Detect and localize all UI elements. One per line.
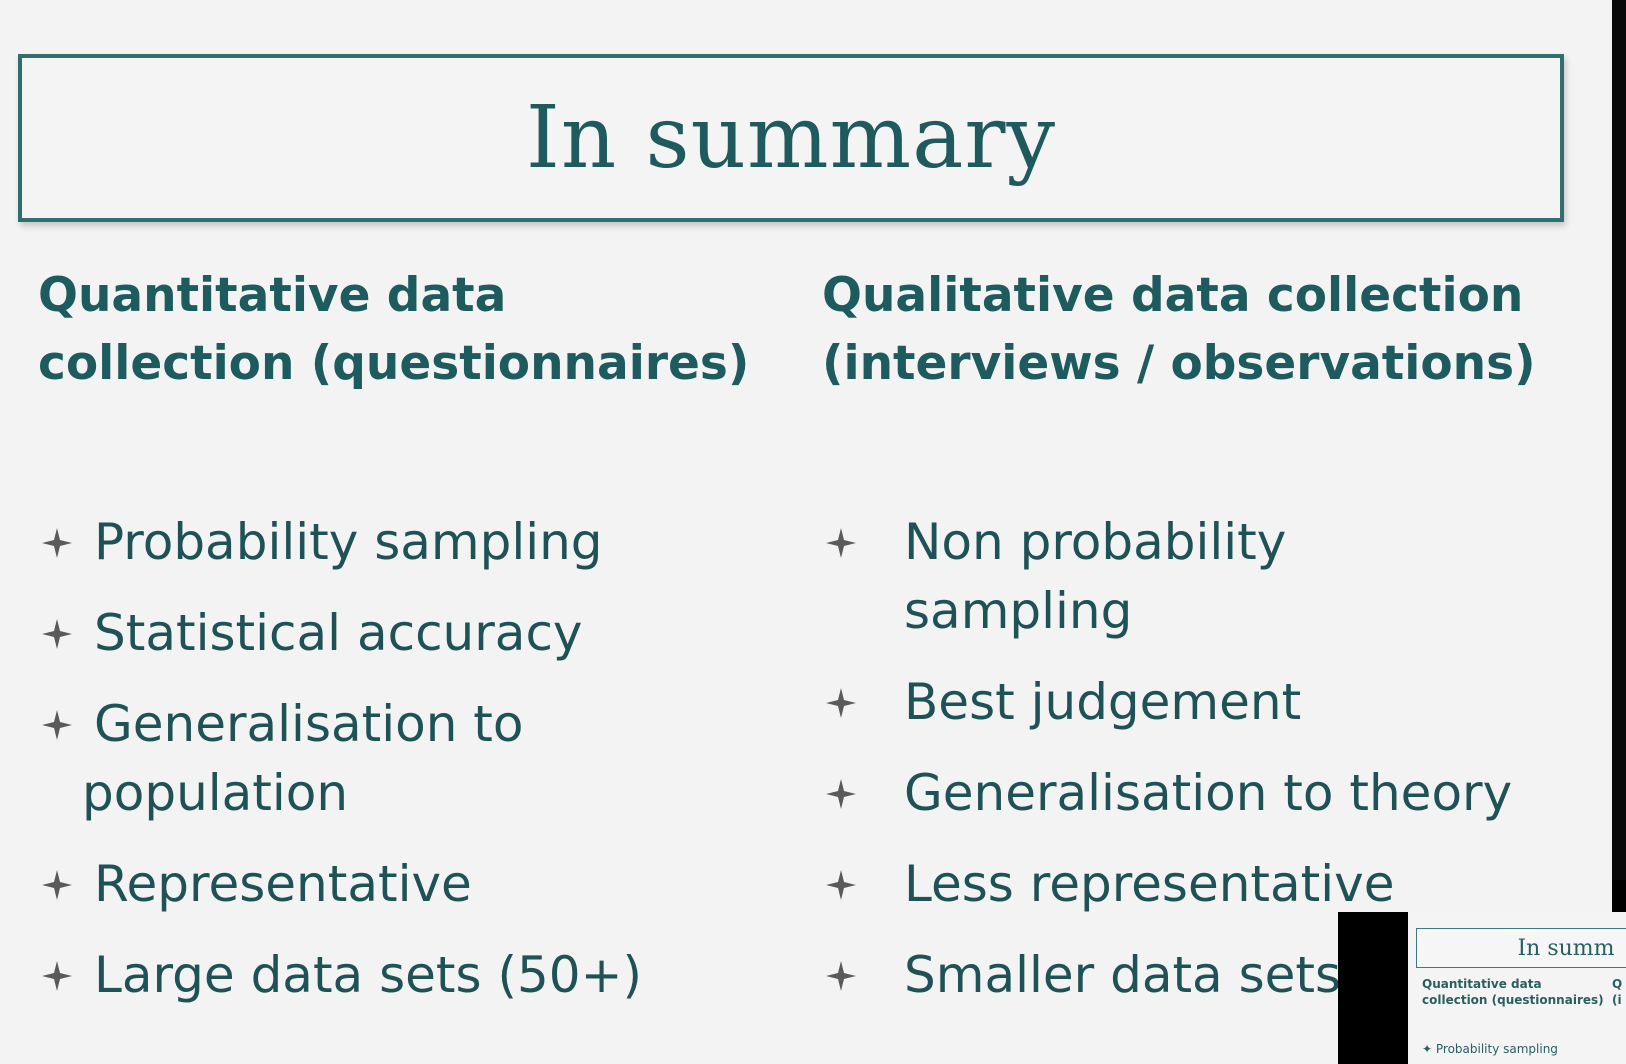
right-heading-line1: Qualitative data collection xyxy=(822,268,1524,323)
thumbnail-heading-left-line2: collection (questionnaires) xyxy=(1422,993,1604,1007)
four-point-star-icon xyxy=(826,688,856,718)
bullet-text: Non probability xyxy=(904,513,1287,571)
four-point-star-icon xyxy=(42,710,72,740)
list-item: Best judgement xyxy=(822,668,1562,737)
left-heading-line1: Quantitative data xyxy=(38,268,507,323)
thumbnail-heading-right: Q (i xyxy=(1612,976,1622,1008)
slide-title: In summary xyxy=(525,88,1057,188)
four-point-star-icon xyxy=(42,870,72,900)
four-point-star-icon xyxy=(42,961,72,991)
bullet-text: Generalisation to xyxy=(94,695,524,753)
bullet-text-continued: sampling xyxy=(904,582,1133,640)
list-item: Generalisation to theory xyxy=(822,759,1562,828)
right-heading-line2: (interviews / observations) xyxy=(822,336,1536,391)
bullet-text: Probability sampling xyxy=(94,513,603,571)
bullet-text: Statistical accuracy xyxy=(94,604,583,662)
right-column-heading: Qualitative data collection (interviews … xyxy=(822,262,1582,398)
bullet-text: Large data sets (50+) xyxy=(94,946,642,1004)
bullet-text: Best judgement xyxy=(904,673,1302,731)
thumbnail-heading-right-line2: (i xyxy=(1612,993,1622,1007)
right-edge-bar xyxy=(1612,0,1626,1064)
list-item: Less representative xyxy=(822,850,1562,919)
left-bullet-list: Probability sampling Statistical accurac… xyxy=(38,508,758,1032)
four-point-star-icon xyxy=(42,619,72,649)
left-column-heading: Quantitative data collection (questionna… xyxy=(38,262,798,398)
right-bullet-list: Non probability sampling Best judgement … xyxy=(822,508,1562,1032)
bullet-text: Generalisation to theory xyxy=(904,764,1513,822)
list-item: Smaller data sets xyxy=(822,941,1562,1010)
bullet-text: Representative xyxy=(94,855,472,913)
title-box: In summary xyxy=(18,54,1564,222)
thumbnail-first-bullet: ✦ Probability sampling xyxy=(1422,1042,1558,1056)
thumbnail-title-box: In summ xyxy=(1416,928,1626,968)
bullet-text: Smaller data sets xyxy=(904,946,1342,1004)
thumbnail-black-border xyxy=(1338,912,1408,1064)
list-item: Large data sets (50+) xyxy=(38,941,758,1010)
list-item: Probability sampling xyxy=(38,508,758,577)
four-point-star-icon xyxy=(826,870,856,900)
bullet-text: Less representative xyxy=(904,855,1395,913)
four-point-star-icon xyxy=(42,528,72,558)
slide-thumbnail[interactable]: In summ Quantitative data collection (qu… xyxy=(1408,912,1626,1064)
left-heading-line2: collection (questionnaires) xyxy=(38,336,750,391)
list-item: Statistical accuracy xyxy=(38,599,758,668)
list-item: Generalisation to population xyxy=(38,690,758,828)
thumbnail-heading-left-line1: Quantitative data xyxy=(1422,977,1542,991)
bullet-text-continued: population xyxy=(82,764,349,822)
four-point-star-icon xyxy=(826,779,856,809)
thumbnail-heading-left: Quantitative data collection (questionna… xyxy=(1422,976,1604,1008)
thumbnail-title: In summ xyxy=(1517,935,1615,961)
four-point-star-icon xyxy=(826,528,856,558)
list-item: Non probability sampling xyxy=(822,508,1562,646)
right-edge-bar-segment xyxy=(1612,0,1626,880)
four-point-star-icon xyxy=(826,961,856,991)
thumbnail-heading-right-line1: Q xyxy=(1612,977,1623,991)
list-item: Representative xyxy=(38,850,758,919)
